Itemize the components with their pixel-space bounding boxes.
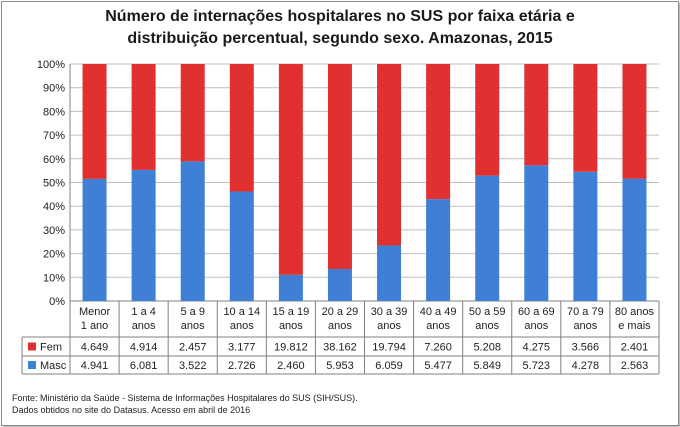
x-tick-label-line1: 70 a 79	[567, 306, 604, 318]
table-value-masc: 5.477	[424, 360, 452, 372]
table-value-masc: 5.723	[523, 360, 551, 372]
bar-masc	[426, 199, 451, 301]
table-value-fem: 38.162	[323, 342, 357, 354]
x-tick-label-line2: anos	[132, 320, 156, 332]
bar-fem	[426, 64, 451, 200]
bar-masc	[327, 269, 352, 301]
y-tick-label: 40%	[43, 201, 65, 213]
chart-title: Número de internações hospitalares no SU…	[0, 6, 680, 50]
x-tick-label-line1: 10 a 14	[223, 306, 260, 318]
table-value-fem: 19.812	[274, 342, 308, 354]
legend-key-fem	[28, 342, 36, 351]
table-value-fem: 4.914	[130, 342, 158, 354]
table-value-fem: 4.275	[523, 342, 551, 354]
table-value-masc: 4.941	[81, 360, 109, 372]
table-value-masc: 2.726	[228, 360, 256, 372]
bar-fem	[229, 64, 254, 192]
x-tick-label-line1: 30 a 39	[371, 306, 408, 318]
table-value-fem: 19.794	[372, 342, 406, 354]
bar-fem	[377, 64, 402, 246]
bar-fem	[622, 64, 647, 179]
x-tick-label-line2: anos	[524, 320, 548, 332]
bar-masc	[524, 165, 549, 301]
table-value-fem: 3.177	[228, 342, 256, 354]
bar-fem	[573, 64, 598, 172]
y-tick-label: 80%	[43, 106, 65, 118]
bar-fem	[180, 64, 205, 162]
table-value-masc: 2.563	[621, 360, 649, 372]
x-tick-label-line2: anos	[230, 320, 254, 332]
y-tick-label: 70%	[43, 130, 65, 142]
bar-fem	[278, 64, 303, 275]
x-tick-label-line1: 20 a 29	[322, 306, 359, 318]
x-tick-label-line1: 15 a 19	[273, 306, 310, 318]
table-value-masc: 2.460	[277, 360, 305, 372]
table-value-masc: 6.081	[130, 360, 158, 372]
x-tick-label-line1: 80 anos	[615, 306, 655, 318]
y-tick-label: 10%	[43, 272, 65, 284]
x-tick-label-line2: e mais	[618, 320, 651, 332]
table-value-fem: 2.401	[621, 342, 649, 354]
bar-fem	[131, 64, 156, 170]
table-value-masc: 3.522	[179, 360, 207, 372]
legend-label-fem: Fem	[40, 342, 62, 354]
bar-masc	[82, 178, 107, 301]
x-tick-label-line2: 1 ano	[81, 320, 109, 332]
x-tick-label-line2: anos	[279, 320, 303, 332]
chart-title-line-2: distribuição percentual, segundo sexo. A…	[127, 30, 553, 47]
bar-masc	[278, 274, 303, 301]
bar-fem	[327, 64, 352, 270]
table-value-fem: 7.260	[424, 342, 452, 354]
x-tick-label-line2: anos	[328, 320, 352, 332]
bar-masc	[377, 245, 402, 301]
table-value-fem: 2.457	[179, 342, 207, 354]
x-tick-label-line2: anos	[181, 320, 205, 332]
bar-fem	[475, 64, 500, 176]
x-tick-label-line1: 40 a 49	[420, 306, 457, 318]
x-tick-label-line2: anos	[475, 320, 499, 332]
access-note: Dados obtidos no site do Datasus. Acesso…	[12, 405, 251, 415]
legend-label-masc: Masc	[40, 360, 67, 372]
chart-footer: Fonte: Ministério da Saúde - Sistema de …	[12, 392, 358, 416]
table-value-fem: 5.208	[473, 342, 501, 354]
table-value-masc: 4.278	[572, 360, 600, 372]
y-tick-label: 100%	[37, 59, 65, 71]
table-value-fem: 3.566	[572, 342, 600, 354]
bar-fem	[82, 64, 107, 179]
bar-masc	[475, 175, 500, 301]
x-tick-label-line1: 50 a 59	[469, 306, 506, 318]
source-note: Fonte: Ministério da Saúde - Sistema de …	[12, 393, 358, 403]
table-value-masc: 6.059	[375, 360, 403, 372]
x-tick-label-line2: anos	[573, 320, 597, 332]
y-tick-label: 50%	[43, 178, 65, 190]
y-tick-label: 0%	[49, 296, 65, 308]
y-tick-label: 60%	[43, 154, 65, 166]
legend-key-masc	[28, 361, 36, 369]
table-value-fem: 4.649	[81, 342, 109, 354]
bar-masc	[131, 169, 156, 301]
y-tick-label: 20%	[43, 249, 65, 261]
table-value-masc: 5.953	[326, 360, 354, 372]
y-tick-label: 90%	[43, 83, 65, 95]
x-tick-label-line1: 1 a 4	[131, 306, 155, 318]
x-tick-label-line1: Menor	[79, 306, 111, 318]
x-tick-label-line2: anos	[377, 320, 401, 332]
table-value-masc: 5.849	[473, 360, 501, 372]
x-tick-label-line1: 5 a 9	[180, 306, 204, 318]
x-tick-label-line1: 60 a 69	[518, 306, 555, 318]
bar-masc	[573, 171, 598, 301]
y-tick-label: 30%	[43, 225, 65, 237]
bar-masc	[229, 191, 254, 301]
x-tick-label-line2: anos	[426, 320, 450, 332]
chart-title-line-1: Número de internações hospitalares no SU…	[105, 8, 575, 25]
bar-masc	[622, 178, 647, 301]
bar-masc	[180, 161, 205, 301]
bar-fem	[524, 64, 549, 166]
